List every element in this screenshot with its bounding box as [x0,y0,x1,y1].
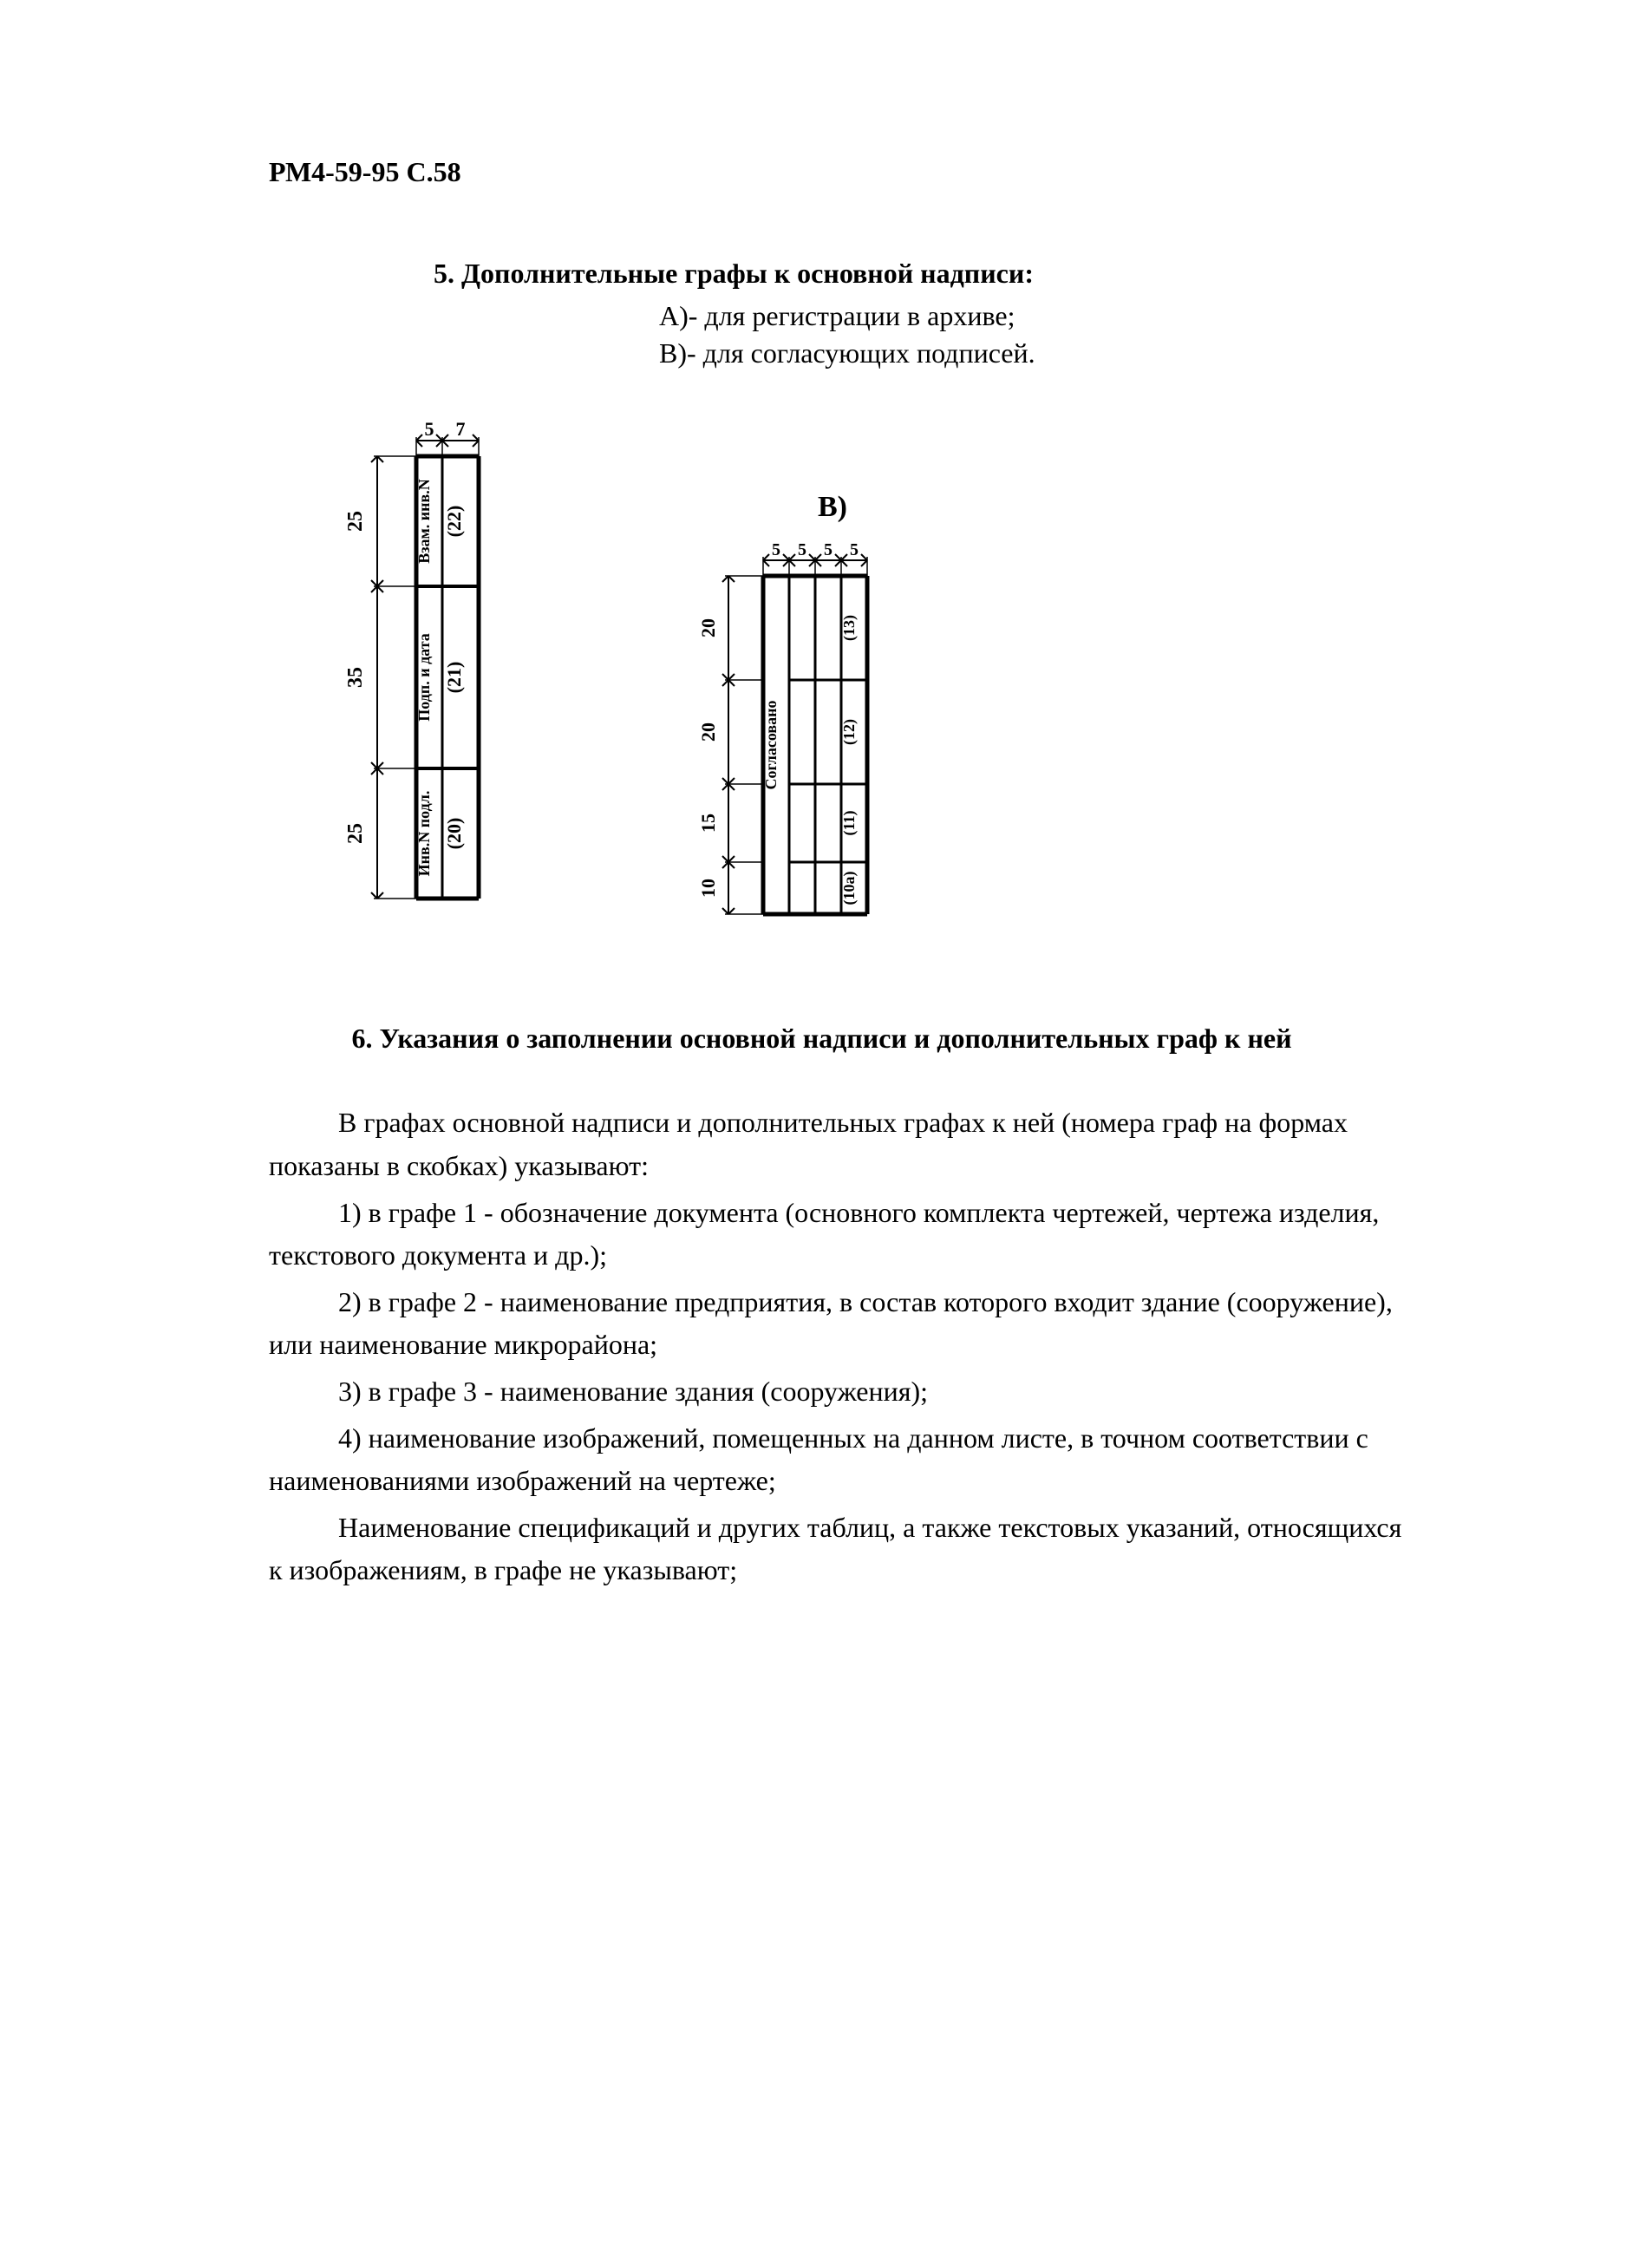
svg-text:20: 20 [697,722,719,742]
svg-text:5: 5 [850,540,859,559]
svg-text:(13): (13) [840,615,859,641]
svg-text:(12): (12) [840,719,859,745]
diagram-b-label: В) [818,491,847,524]
section5-line-a: А)- для регистрации в архиве; [659,300,1409,332]
svg-text:(22): (22) [443,506,465,538]
svg-text:15: 15 [697,814,719,833]
svg-text:Инв.N подл.: Инв.N подл. [415,791,433,877]
svg-text:5: 5 [824,540,833,559]
svg-text:7: 7 [456,418,466,440]
diagram-a: 57 25 35 25 Инв.N подл. Подп. и дата Взам. инв… [338,413,564,951]
svg-text:Взам. инв.N: Взам. инв.N [415,479,433,563]
svg-text:25: 25 [344,511,367,532]
body-p3: 2) в графе 2 - наименование предприятия,… [269,1281,1409,1367]
body-p5: 4) наименование изображений, помещенных … [269,1417,1409,1503]
section5-title: 5. Дополнительные графы к основной надпи… [434,258,1409,290]
body-p4: 3) в графе 3 - наименование здания (соор… [269,1370,1409,1414]
svg-text:(21): (21) [443,662,465,694]
svg-text:Согласовано: Согласовано [762,701,780,790]
svg-text:5: 5 [425,418,434,440]
svg-text:Подп. и дата: Подп. и дата [415,633,433,722]
diagram-a-svg: 57 25 35 25 Инв.N подл. Подп. и дата Взам. инв… [338,413,564,951]
page-header-code: РМ4-59-95 С.58 [269,156,1409,188]
svg-text:(11): (11) [840,810,859,835]
svg-text:10: 10 [697,879,719,898]
diagrams-row: 57253525Инв.N подл.Подп. и датаВзам. инв… [338,413,1409,966]
svg-text:(20): (20) [443,818,465,850]
svg-text:25: 25 [344,823,367,844]
body-p6: Наименование спецификаций и других табли… [269,1507,1409,1592]
svg-text:5: 5 [772,540,780,559]
svg-text:5: 5 [798,540,806,559]
body-p2: 1) в графе 1 - обозначение документа (ос… [269,1192,1409,1278]
section5-line-b: В)- для согласующих подписей. [659,337,1409,369]
svg-text:35: 35 [344,667,367,688]
svg-text:(10а): (10а) [840,872,859,905]
section6-title: 6. Указания о заполнении основной надпис… [321,1018,1322,1058]
body-p1: В графах основной надписи и дополнительн… [269,1101,1409,1187]
diagram-b: В) 555520201510Согласовано(10а)(11)(12)(… [685,491,980,966]
diagram-b-svg: 555520201510Согласовано(10а)(11)(12)(13) [685,533,980,966]
body-text: В графах основной надписи и дополнительн… [269,1101,1409,1592]
svg-text:20: 20 [697,618,719,637]
